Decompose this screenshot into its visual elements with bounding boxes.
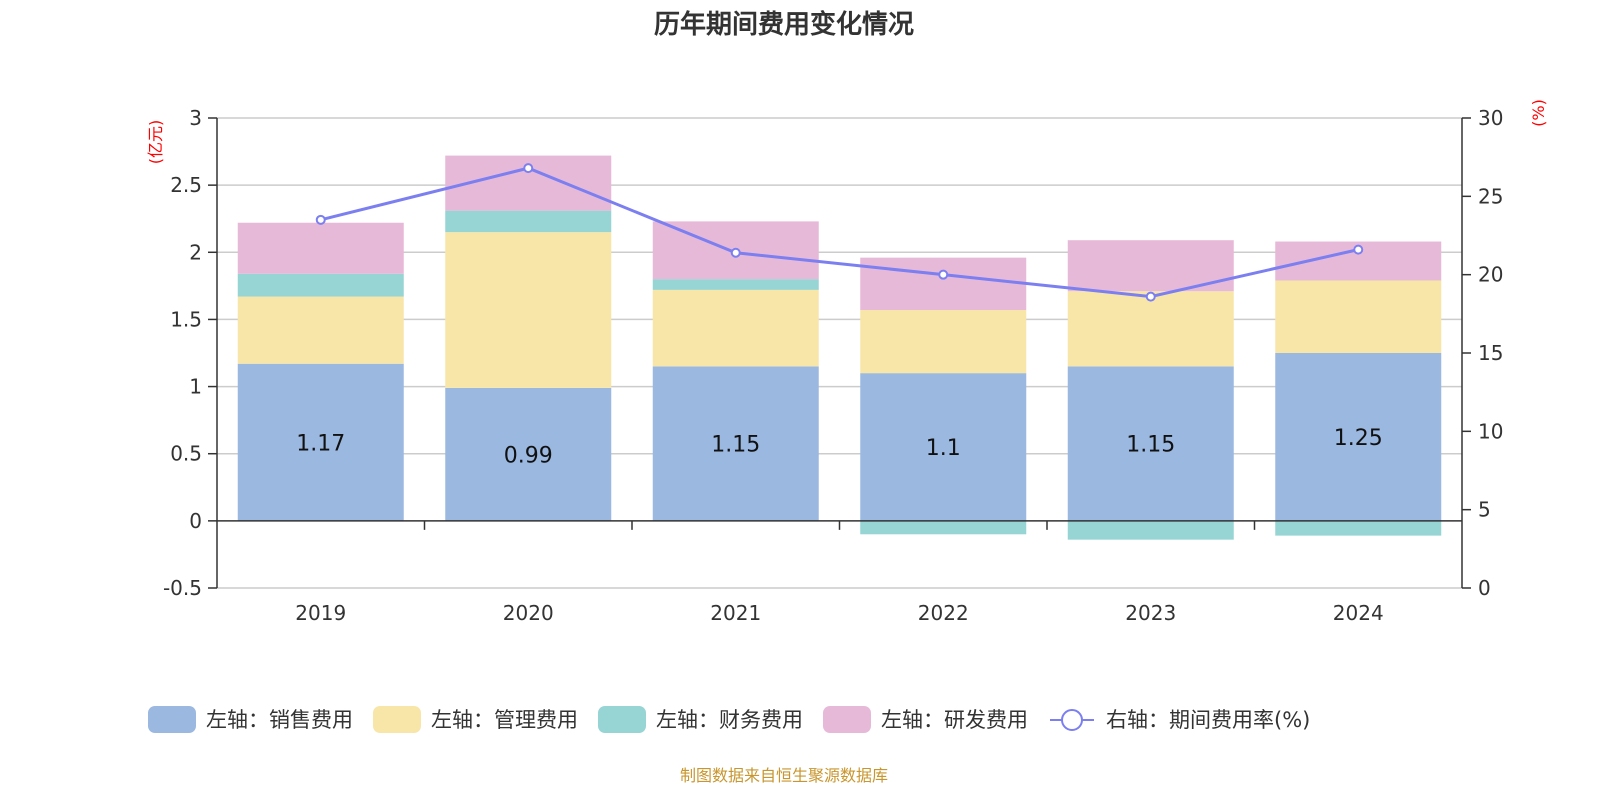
bar-segment-2020 [445, 387, 612, 521]
bar-segment-2023 [1067, 366, 1234, 521]
x-axis-tick-label: 2020 [503, 601, 554, 625]
bar-segment-2019 [237, 363, 404, 521]
rate-point [1353, 244, 1364, 255]
legend-label: 左轴：研发费用 [881, 708, 1028, 732]
bar-segment-2024 [1275, 353, 1442, 521]
right-axis-tick-label: 20 [1478, 263, 1503, 287]
bar-segment-2022 [860, 310, 1027, 374]
bar-segment-2021 [652, 289, 819, 367]
legend-item[interactable]: 左轴：管理费用 [373, 704, 578, 734]
right-axis-tick-label: 0 [1478, 576, 1491, 600]
right-axis-tick-label: 30 [1478, 106, 1503, 130]
left-axis-tick-label: 0 [189, 509, 202, 533]
legend-line-marker-icon [1048, 706, 1096, 733]
x-axis-tick-label: 2023 [1125, 601, 1176, 625]
left-axis-tick-label: -0.5 [163, 576, 202, 600]
rate-point [730, 247, 741, 258]
left-axis-tick-label: 2 [189, 240, 202, 264]
left-axis-tick-label: 3 [189, 106, 202, 130]
bar-labels: 1.17 0.99 1.15 1.1 1.15 1.25 [296, 426, 1382, 468]
left-axis-tick-label: 0.5 [170, 442, 202, 466]
bar-segment-2022 [860, 257, 1027, 311]
bar-segment-2022 [860, 520, 1027, 535]
legend-swatch-icon [823, 705, 871, 733]
bar-value-label: 1.15 [711, 433, 760, 458]
rate-point [523, 163, 534, 174]
rate-point [315, 214, 326, 225]
legend-item[interactable]: 左轴：销售费用 [148, 704, 353, 734]
legend: 左轴：销售费用 左轴：管理费用 左轴：财务费用 左轴：研发费用 右轴：期间费用率(%) [148, 704, 1330, 734]
bar-series [237, 155, 1442, 540]
right-axis-unit: (%) [1529, 99, 1548, 127]
x-axis-tick-label: 2021 [710, 601, 761, 625]
right-axis-tick-label: 15 [1478, 341, 1503, 365]
bar-segment-2021 [652, 279, 819, 290]
right-axis-tick-label: 25 [1478, 184, 1503, 208]
bar-segment-2024 [1275, 280, 1442, 353]
bar-value-label: 1.17 [296, 431, 345, 456]
bar-value-label: 0.99 [504, 443, 553, 468]
left-axis-tick-label: 1 [189, 375, 202, 399]
right-axis-tick-label: 10 [1478, 419, 1503, 443]
line-series [315, 163, 1364, 302]
source-note: 制图数据来自恒生聚源数据库 [679, 766, 888, 785]
rate-point [1145, 291, 1156, 302]
legend-swatch-icon [598, 705, 646, 733]
bar-segment-2023 [1067, 291, 1234, 367]
legend-label: 右轴：期间费用率(%) [1106, 708, 1311, 732]
legend-item[interactable]: 左轴：财务费用 [598, 704, 803, 734]
legend-label: 左轴：管理费用 [431, 708, 578, 732]
chart-title: 历年期间费用变化情况 [653, 10, 914, 40]
legend-label: 左轴：销售费用 [206, 708, 353, 732]
bar-segment-2019 [237, 296, 404, 364]
legend-swatch-icon [373, 705, 421, 733]
left-axis-tick-label: 1.5 [170, 307, 202, 331]
rate-point [938, 269, 949, 280]
bar-value-label: 1.1 [926, 436, 961, 461]
bar-value-label: 1.15 [1126, 433, 1175, 458]
grid-lines [217, 117, 1462, 589]
bar-segment-2024 [1275, 520, 1442, 536]
legend-item[interactable]: 右轴：期间费用率(%) [1048, 704, 1310, 734]
x-axis-tick-label: 2024 [1333, 601, 1384, 625]
bar-segment-2019 [237, 273, 404, 297]
bar-segment-2020 [445, 210, 612, 233]
right-axis-tick-label: 5 [1478, 498, 1491, 522]
bar-segment-2019 [237, 222, 404, 274]
bar-segment-2020 [445, 232, 612, 388]
x-axis-tick-label: 2022 [918, 601, 969, 625]
rate-line [320, 166, 1359, 299]
x-axis-tick-label: 2019 [295, 601, 346, 625]
legend-label: 左轴：财务费用 [656, 708, 803, 732]
legend-swatch-icon [148, 705, 196, 733]
legend-item[interactable]: 左轴：研发费用 [823, 704, 1028, 734]
left-axis-tick-label: 2.5 [170, 173, 202, 197]
bar-segment-2022 [860, 373, 1027, 521]
bar-value-label: 1.25 [1334, 426, 1383, 451]
bar-segment-2023 [1067, 520, 1234, 540]
bar-segment-2021 [652, 366, 819, 521]
left-axis-unit: (亿元) [146, 120, 165, 165]
